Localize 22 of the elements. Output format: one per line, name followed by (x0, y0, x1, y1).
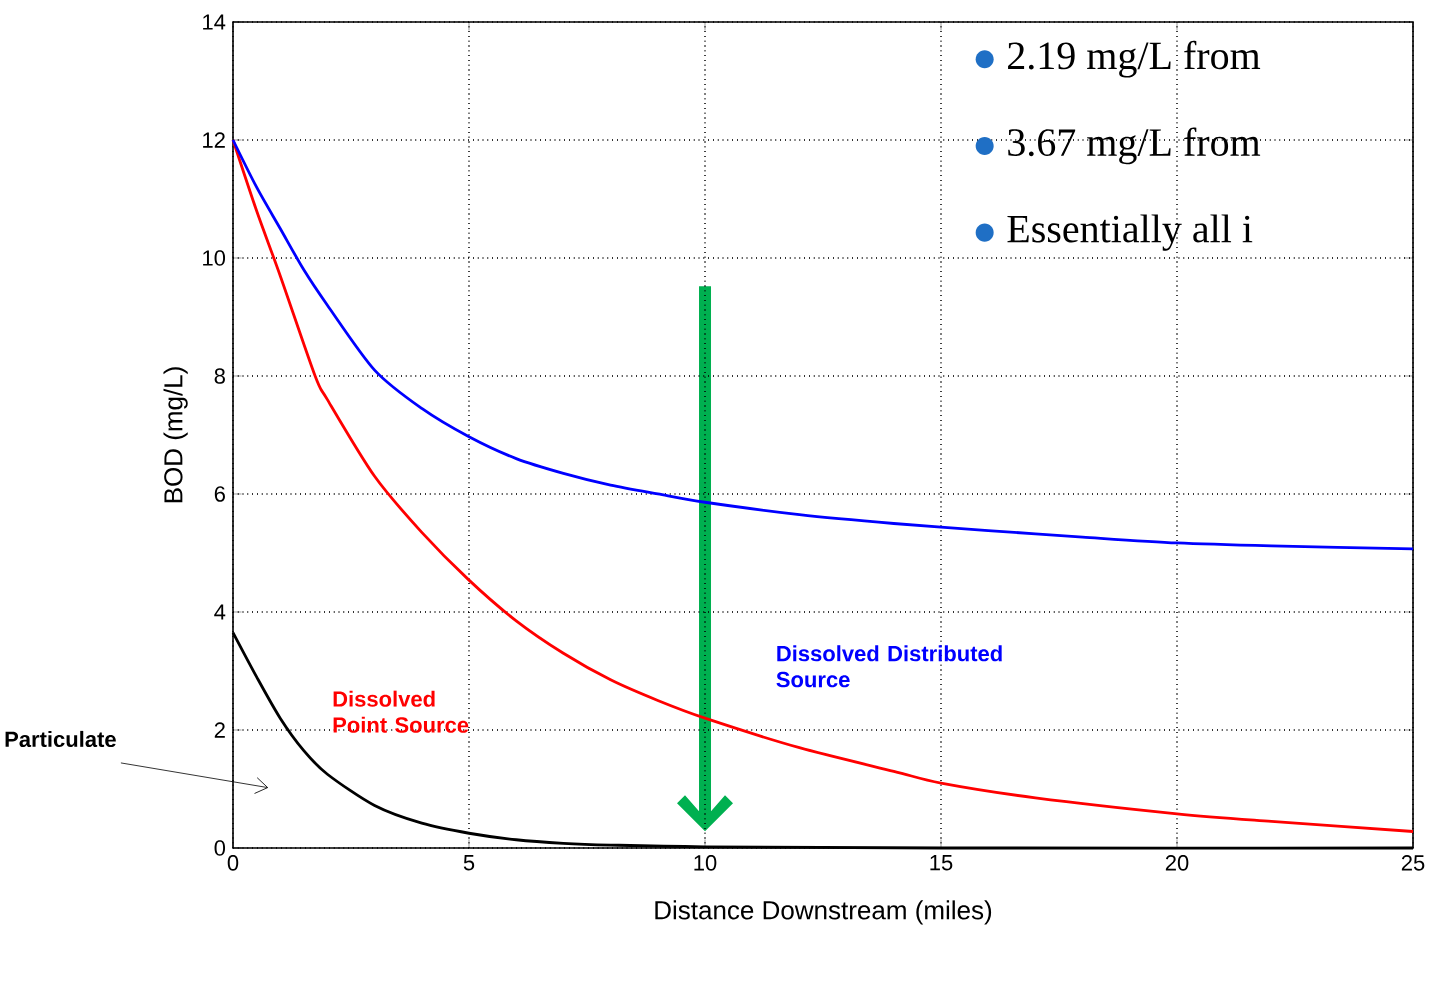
annotation: Essentially all i (1007, 214, 1253, 251)
y-tick-label: 2 (214, 722, 225, 738)
x-tick-label: 5 (463, 855, 475, 871)
y-tick-label: 14 (203, 14, 226, 30)
y-axis-title: BOD (mg/L) (163, 367, 188, 503)
text: Dissolved Distributed Source (776, 645, 1002, 688)
y-tick-label: 8 (214, 368, 225, 384)
y-tick-label: 6 (214, 486, 225, 502)
x-tick-label: 0 (227, 855, 239, 871)
text: Dissolved Point Source (333, 690, 469, 733)
x-tick-label: 15 (930, 855, 953, 871)
annotation: 2.19 mg/L from (1008, 40, 1261, 78)
y-tick-label: 0 (214, 840, 226, 856)
text: Particulate (5, 730, 116, 748)
x-tick-label: 10 (694, 855, 717, 871)
y-tick-label: 12 (203, 132, 225, 148)
y-tick-label: 4 (214, 604, 226, 620)
x-axis-title: Distance Downstream (miles) (655, 900, 992, 925)
x-tick-label: 20 (1165, 855, 1189, 871)
x-tick-label: 25 (1401, 855, 1425, 871)
annotation: 3.67 mg/L from (1008, 127, 1261, 165)
y-tick-label: 10 (203, 250, 226, 266)
